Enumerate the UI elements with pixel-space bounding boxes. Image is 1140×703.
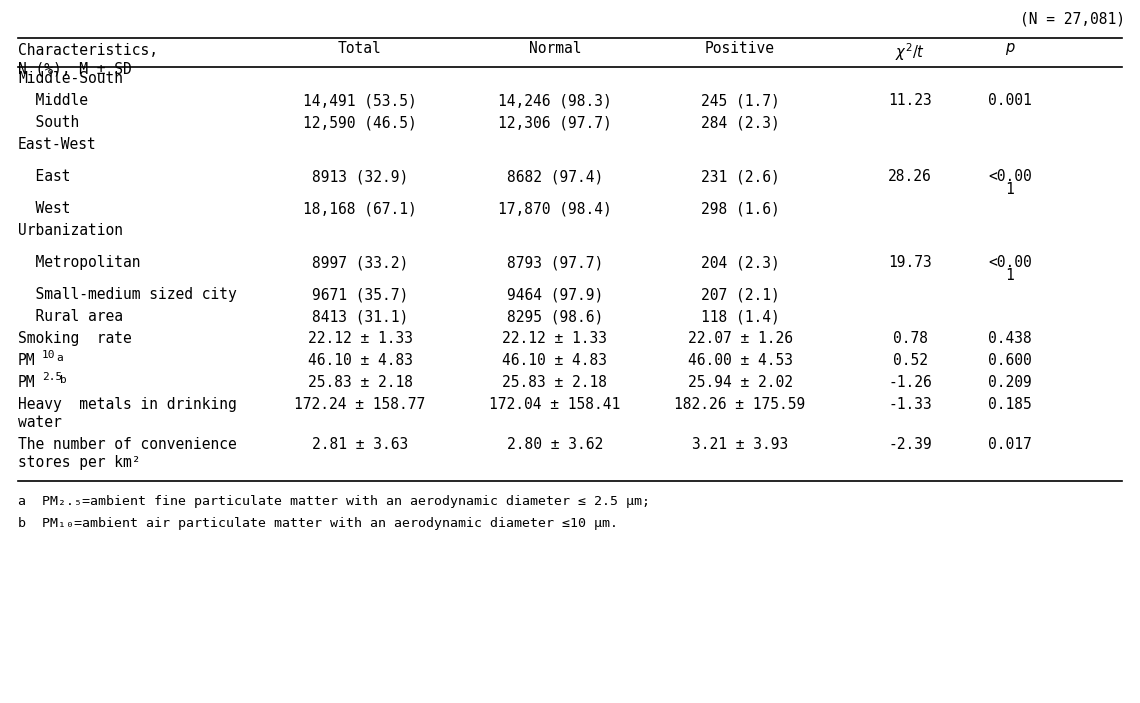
- Text: 11.23: 11.23: [888, 93, 931, 108]
- Text: -1.33: -1.33: [888, 397, 931, 412]
- Text: The number of convenience: The number of convenience: [18, 437, 237, 452]
- Text: 22.12 ± 1.33: 22.12 ± 1.33: [503, 331, 608, 346]
- Text: $\chi^2/t$: $\chi^2/t$: [895, 41, 925, 63]
- Text: water: water: [18, 415, 62, 430]
- Text: 182.26 ± 175.59: 182.26 ± 175.59: [675, 397, 806, 412]
- Text: 22.07 ± 1.26: 22.07 ± 1.26: [687, 331, 792, 346]
- Text: b: b: [60, 375, 67, 385]
- Text: PM: PM: [18, 375, 35, 390]
- Text: a: a: [56, 353, 63, 363]
- Text: 231 (2.6): 231 (2.6): [701, 169, 780, 184]
- Text: 14,246 (98.3): 14,246 (98.3): [498, 93, 612, 108]
- Text: 22.12 ± 1.33: 22.12 ± 1.33: [308, 331, 413, 346]
- Text: <0.00: <0.00: [988, 169, 1032, 184]
- Text: 8997 (33.2): 8997 (33.2): [312, 255, 408, 270]
- Text: Smoking  rate: Smoking rate: [18, 331, 132, 346]
- Text: 2.81 ± 3.63: 2.81 ± 3.63: [312, 437, 408, 452]
- Text: 12,590 (46.5): 12,590 (46.5): [303, 115, 417, 130]
- Text: 172.24 ± 158.77: 172.24 ± 158.77: [294, 397, 425, 412]
- Text: 46.10 ± 4.83: 46.10 ± 4.83: [308, 353, 413, 368]
- Text: 0.001: 0.001: [988, 93, 1032, 108]
- Text: 25.83 ± 2.18: 25.83 ± 2.18: [308, 375, 413, 390]
- Text: 18,168 (67.1): 18,168 (67.1): [303, 201, 417, 216]
- Text: 0.438: 0.438: [988, 331, 1032, 346]
- Text: 284 (2.3): 284 (2.3): [701, 115, 780, 130]
- Text: 204 (2.3): 204 (2.3): [701, 255, 780, 270]
- Text: 12,306 (97.7): 12,306 (97.7): [498, 115, 612, 130]
- Text: East-West: East-West: [18, 137, 97, 152]
- Text: 0.209: 0.209: [988, 375, 1032, 390]
- Text: Middle: Middle: [18, 93, 88, 108]
- Text: 2.5: 2.5: [42, 372, 63, 382]
- Text: 25.94 ± 2.02: 25.94 ± 2.02: [687, 375, 792, 390]
- Text: 0.78: 0.78: [893, 331, 928, 346]
- Text: 2.80 ± 3.62: 2.80 ± 3.62: [507, 437, 603, 452]
- Text: Heavy  metals in drinking: Heavy metals in drinking: [18, 397, 237, 412]
- Text: -2.39: -2.39: [888, 437, 931, 452]
- Text: 10: 10: [42, 350, 56, 360]
- Text: 0.017: 0.017: [988, 437, 1032, 452]
- Text: 14,491 (53.5): 14,491 (53.5): [303, 93, 417, 108]
- Text: 8793 (97.7): 8793 (97.7): [507, 255, 603, 270]
- Text: Rural area: Rural area: [18, 309, 123, 324]
- Text: $p$: $p$: [1004, 41, 1016, 57]
- Text: 46.00 ± 4.53: 46.00 ± 4.53: [687, 353, 792, 368]
- Text: a  PM₂.₅=ambient fine particulate matter with an aerodynamic diameter ≤ 2.5 μm;: a PM₂.₅=ambient fine particulate matter …: [18, 495, 650, 508]
- Text: 8682 (97.4): 8682 (97.4): [507, 169, 603, 184]
- Text: 8295 (98.6): 8295 (98.6): [507, 309, 603, 324]
- Text: -1.26: -1.26: [888, 375, 931, 390]
- Text: N (%), M ± SD: N (%), M ± SD: [18, 61, 132, 76]
- Text: 8913 (32.9): 8913 (32.9): [312, 169, 408, 184]
- Text: 298 (1.6): 298 (1.6): [701, 201, 780, 216]
- Text: 9464 (97.9): 9464 (97.9): [507, 287, 603, 302]
- Text: 25.83 ± 2.18: 25.83 ± 2.18: [503, 375, 608, 390]
- Text: Urbanization: Urbanization: [18, 223, 123, 238]
- Text: Characteristics,: Characteristics,: [18, 43, 158, 58]
- Text: 3.21 ± 3.93: 3.21 ± 3.93: [692, 437, 788, 452]
- Text: 0.185: 0.185: [988, 397, 1032, 412]
- Text: 118 (1.4): 118 (1.4): [701, 309, 780, 324]
- Text: 9671 (35.7): 9671 (35.7): [312, 287, 408, 302]
- Text: 28.26: 28.26: [888, 169, 931, 184]
- Text: 0.52: 0.52: [893, 353, 928, 368]
- Text: 172.04 ± 158.41: 172.04 ± 158.41: [489, 397, 620, 412]
- Text: 19.73: 19.73: [888, 255, 931, 270]
- Text: Total: Total: [339, 41, 382, 56]
- Text: stores per km²: stores per km²: [18, 455, 140, 470]
- Text: East: East: [18, 169, 71, 184]
- Text: West: West: [18, 201, 71, 216]
- Text: Normal: Normal: [529, 41, 581, 56]
- Text: 17,870 (98.4): 17,870 (98.4): [498, 201, 612, 216]
- Text: Positive: Positive: [705, 41, 775, 56]
- Text: South: South: [18, 115, 80, 130]
- Text: Middle-South: Middle-South: [18, 71, 123, 86]
- Text: 1: 1: [1005, 182, 1015, 197]
- Text: 8413 (31.1): 8413 (31.1): [312, 309, 408, 324]
- Text: PM: PM: [18, 353, 35, 368]
- Text: b  PM₁₀=ambient air particulate matter with an aerodynamic diameter ≤10 μm.: b PM₁₀=ambient air particulate matter wi…: [18, 517, 618, 530]
- Text: Small-medium sized city: Small-medium sized city: [18, 287, 237, 302]
- Text: 0.600: 0.600: [988, 353, 1032, 368]
- Text: <0.00: <0.00: [988, 255, 1032, 270]
- Text: 1: 1: [1005, 268, 1015, 283]
- Text: 46.10 ± 4.83: 46.10 ± 4.83: [503, 353, 608, 368]
- Text: 245 (1.7): 245 (1.7): [701, 93, 780, 108]
- Text: Metropolitan: Metropolitan: [18, 255, 140, 270]
- Text: 207 (2.1): 207 (2.1): [701, 287, 780, 302]
- Text: (N = 27,081): (N = 27,081): [1020, 12, 1125, 27]
